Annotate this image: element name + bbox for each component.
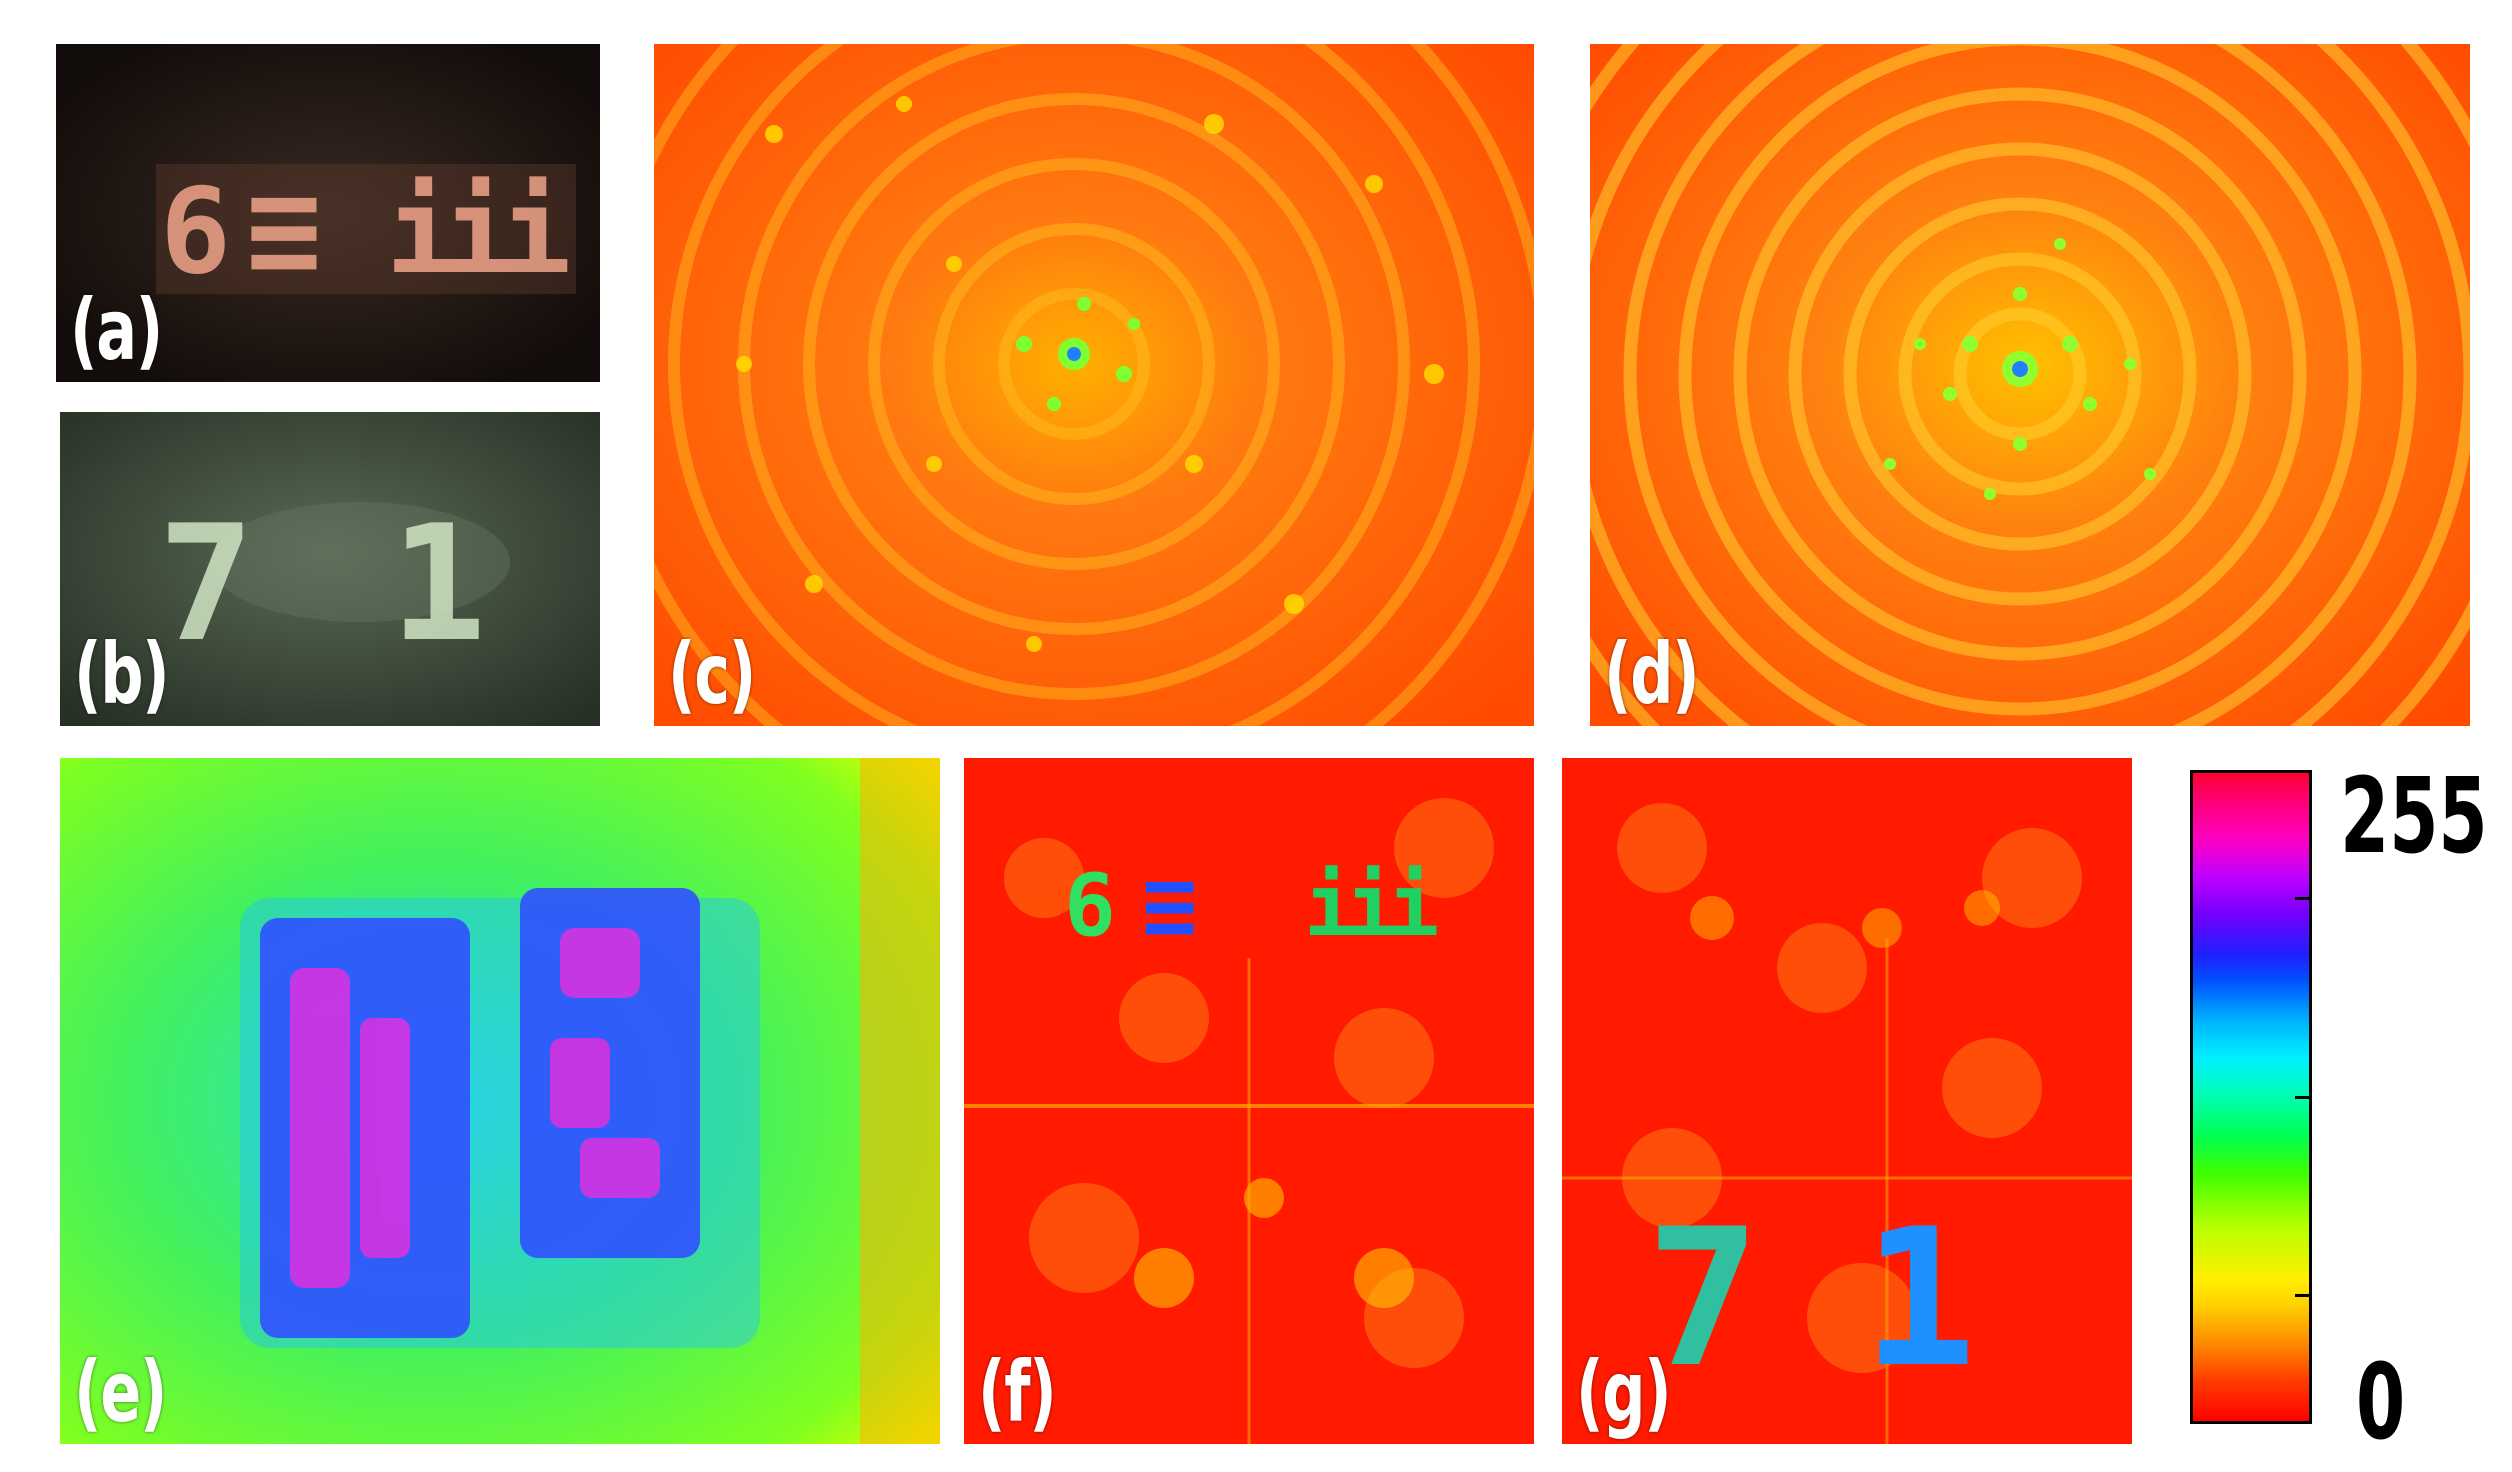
panel-c-speckle: (c)	[654, 44, 1534, 726]
panel-f-label: (f)	[978, 1343, 1057, 1441]
colorbar-tick	[2295, 1096, 2309, 1099]
target-bars-horizontal: ≡	[246, 156, 322, 303]
target-bars-vertical: iii	[386, 162, 571, 300]
colorbar	[2190, 770, 2312, 1424]
recon-digit-1: 1	[1862, 1188, 1977, 1409]
recon-bars-horizontal: ≡	[1142, 852, 1198, 959]
panel-c-label: (c)	[668, 625, 756, 723]
target-digit-7: 7	[158, 490, 255, 677]
colorbar-max-label: 255	[2340, 755, 2488, 877]
panel-b-photo: 7 1 (b)	[60, 412, 600, 726]
recon-digit-6: 6	[1064, 856, 1116, 956]
panel-b-label: (b)	[74, 625, 170, 723]
panel-a-label: (a)	[70, 281, 163, 379]
panel-d-image	[1590, 44, 2470, 726]
target-digit-1: 1	[390, 490, 487, 677]
panel-d-speckle: (d)	[1590, 44, 2470, 726]
panel-e-label: (e)	[74, 1343, 167, 1441]
panel-g-label: (g)	[1576, 1343, 1672, 1441]
panel-c-image	[654, 44, 1534, 726]
panel-e-image	[60, 758, 940, 1444]
panel-e-reconstruction: (e)	[60, 758, 940, 1444]
target-digit-6: 6	[160, 162, 232, 300]
recon-bars-vertical: iii	[1304, 856, 1439, 956]
panel-a-photo: 6 ≡ iii (a)	[56, 44, 600, 382]
colorbar-tick	[2295, 1294, 2309, 1297]
recon-digit-7: 7	[1646, 1188, 1761, 1409]
colorbar-min-label: 0	[2356, 1341, 2406, 1463]
colorbar-tick	[2295, 897, 2309, 900]
panel-a-image	[56, 44, 600, 382]
panel-f-image	[964, 758, 1534, 1444]
panel-b-image	[60, 412, 600, 726]
panel-d-label: (d)	[1604, 625, 1700, 723]
panel-g-image	[1562, 758, 2132, 1444]
panel-g-reconstruction: 7 1 (g)	[1562, 758, 2132, 1444]
panel-f-reconstruction: 6 ≡ iii (f)	[964, 758, 1534, 1444]
